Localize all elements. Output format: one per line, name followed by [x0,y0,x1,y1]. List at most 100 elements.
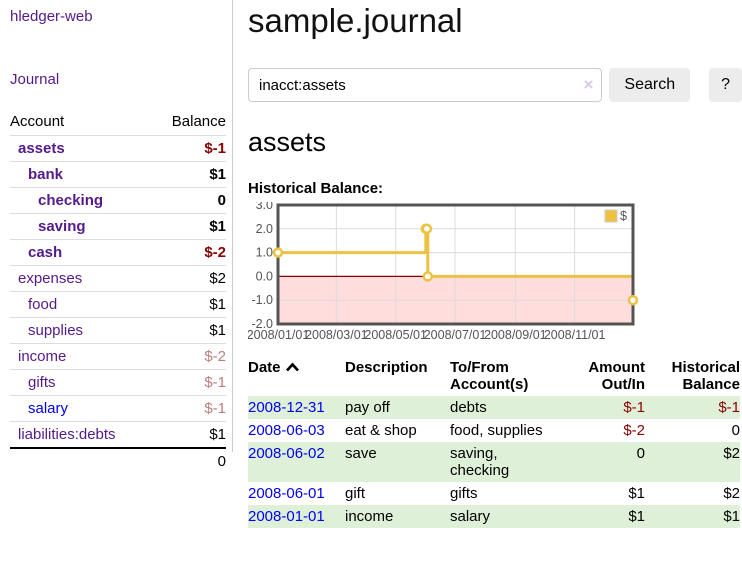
svg-text:2008/05/01: 2008/05/01 [364,328,427,342]
register-header-date[interactable]: Date [248,356,345,396]
account-row-gifts: gifts $-1 [10,369,226,396]
account-link-liabilities-debts[interactable]: liabilities:debts [18,426,116,443]
account-balance: $2 [152,265,226,292]
sidebar: hledger-web Journal Account Balance asse… [0,0,233,474]
account-balance: $-2 [152,239,226,266]
transaction-description: income [345,508,394,525]
account-row-saving: saving $1 [10,213,226,240]
transaction-description: save [345,445,377,462]
account-link-salary[interactable]: salary [28,400,69,417]
transaction-description: eat & shop [345,422,417,439]
page-title: sample.journal [248,2,463,39]
svg-text:2008/11/01: 2008/11/01 [544,328,606,342]
register-header-amount: Amount Out/In [588,359,645,393]
accounts-header-balance: Balance [171,113,226,130]
account-row-cash: cash $-2 [10,239,226,266]
account-balance: $-1 [152,135,226,162]
transaction-balance: $1 [723,508,740,525]
account-balance: $-2 [152,343,226,370]
account-balance: $1 [152,161,226,188]
transaction-row[interactable]: 2008-06-02 save saving, checking 0 $2 [248,442,740,482]
transaction-accounts: saving, checking [450,445,510,479]
transaction-balance: $2 [723,445,740,462]
account-row-checking: checking 0 [10,187,226,214]
account-row-supplies: supplies $1 [10,317,226,344]
account-link-cash[interactable]: cash [28,244,63,261]
search-input[interactable] [248,68,603,102]
transaction-description: pay off [345,399,390,416]
register-header-description: Description [345,359,428,376]
account-row-bank: bank $1 [10,161,226,188]
account-row-salary: salary $-1 [10,395,226,422]
transaction-accounts: gifts [450,485,478,502]
transaction-accounts: salary [450,508,491,525]
account-row-income: income $-2 [10,343,226,370]
transaction-description: gift [345,485,366,502]
transaction-amount: 0 [636,445,645,462]
account-balance: 0 [152,187,226,214]
account-balance: $1 [152,213,226,240]
account-link-expenses[interactable]: expenses [18,270,83,287]
account-link-gifts[interactable]: gifts [28,374,56,391]
transaction-date-link[interactable]: 2008-01-01 [248,508,325,525]
svg-text:0.0: 0.0 [256,269,273,283]
transaction-amount: $1 [628,485,645,502]
account-row-expenses: expenses $2 [10,265,226,292]
accounts-total-row: 0 [10,447,226,474]
transaction-row[interactable]: 2008-06-03 eat & shop food, supplies $-2… [248,419,740,442]
transaction-row[interactable]: 2008-06-01 gift gifts $1 $2 [248,482,740,505]
svg-text:3.0: 3.0 [256,202,273,212]
account-balance: $1 [152,421,226,448]
transaction-date-link[interactable]: 2008-12-31 [248,399,325,416]
transaction-row[interactable]: 2008-12-31 pay off debts $-1 $-1 [248,396,740,419]
register-table: Date Description To/From Account(s) Amou… [248,356,740,528]
register-header-row: Date Description To/From Account(s) Amou… [248,356,740,396]
transaction-balance: $-1 [718,399,740,416]
transaction-accounts: food, supplies [450,422,543,439]
brand-link[interactable]: hledger-web [10,8,93,25]
search-row: × Search ? [248,68,742,102]
search-button[interactable]: Search [609,68,691,102]
help-button[interactable]: ? [709,68,742,102]
account-row-assets: assets $-1 [10,135,226,162]
svg-text:$: $ [620,209,627,223]
account-link-saving[interactable]: saving [38,218,86,235]
account-link-supplies[interactable]: supplies [28,322,84,339]
chart-label: Historical Balance: [248,180,384,197]
accounts-header-account: Account [10,113,65,130]
transaction-row[interactable]: 2008-01-01 income salary $1 $1 [248,505,740,528]
svg-text:2.0: 2.0 [256,222,273,236]
account-link-bank[interactable]: bank [28,166,64,183]
svg-text:2008/07/01: 2008/07/01 [424,328,487,342]
account-link-checking[interactable]: checking [38,192,104,209]
svg-text:-2.0: -2.0 [251,317,273,331]
account-link-assets[interactable]: assets [18,140,65,157]
transaction-balance: $2 [723,485,740,502]
transaction-date-link[interactable]: 2008-06-02 [248,445,325,462]
account-heading: assets [248,127,327,157]
search-box: × [248,68,603,102]
clear-search-icon[interactable]: × [583,75,594,94]
svg-text:1.0: 1.0 [256,246,273,260]
account-balance: $1 [152,291,226,318]
main-content: sample.journal × Search ? assets Histori… [248,0,742,528]
account-balance: $-1 [152,369,226,396]
transaction-amount: $-1 [623,399,645,416]
transaction-date-link[interactable]: 2008-06-01 [248,485,325,502]
transaction-amount: $1 [628,508,645,525]
sort-ascending-icon [285,362,299,372]
transaction-balance: 0 [731,422,740,439]
accounts-total: 0 [152,447,226,474]
svg-text:2008/09/01: 2008/09/01 [484,328,547,342]
transaction-date-link[interactable]: 2008-06-03 [248,422,325,439]
register-header-balance: Historical Balance [671,359,740,393]
svg-text:2008/01/01: 2008/01/01 [248,328,309,342]
account-row-liabilities-debts: liabilities:debts $1 [10,421,226,448]
transaction-amount: $-2 [623,422,645,439]
sidebar-item-journal[interactable]: Journal [10,71,60,88]
account-balance: $-1 [152,395,226,422]
account-link-income[interactable]: income [18,348,67,365]
account-link-food[interactable]: food [28,296,58,313]
register-header-accounts: To/From Account(s) [450,359,529,393]
svg-text:-1.0: -1.0 [251,293,273,307]
